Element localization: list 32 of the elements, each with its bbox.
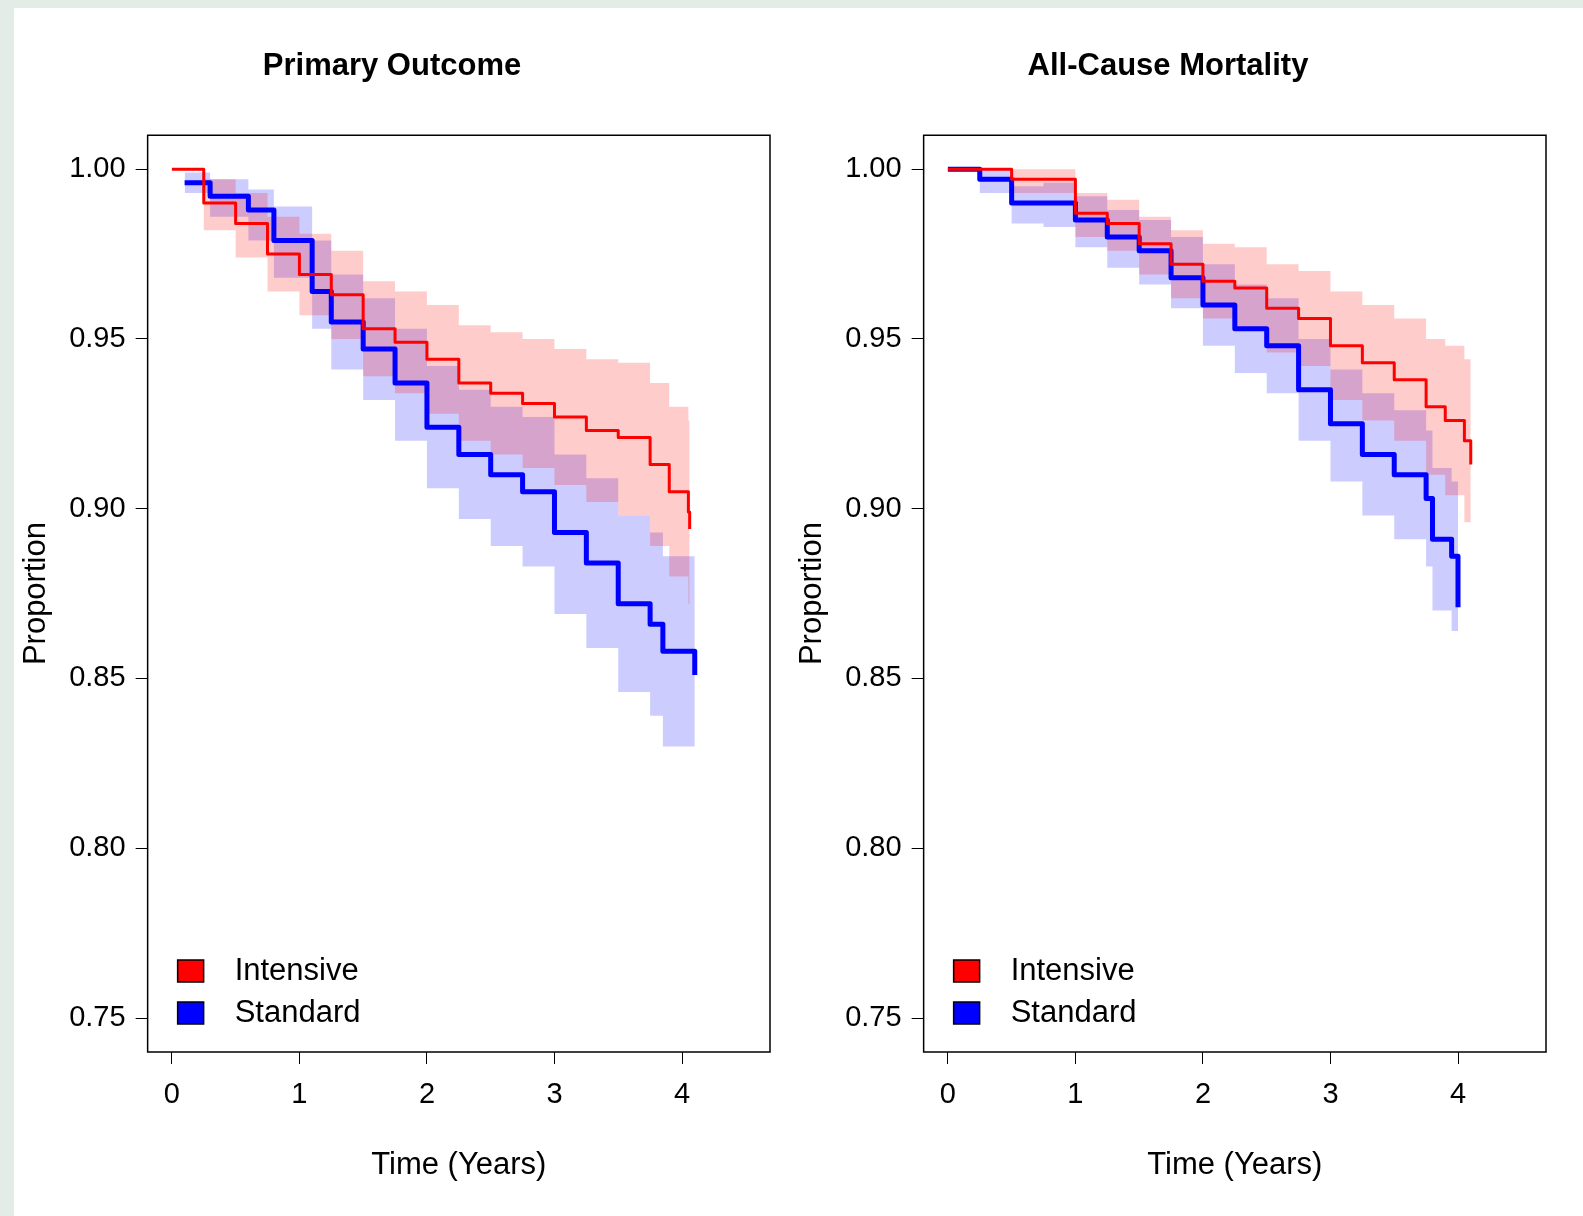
y-tick-label: 0.75 — [845, 1000, 902, 1033]
y-tick-label: 1.00 — [845, 151, 902, 184]
x-tick-label: 0 — [939, 1077, 956, 1110]
chart-title: All-Cause Mortality — [1027, 47, 1310, 83]
legend-label: Standard — [234, 993, 361, 1029]
x-axis-title: Time (Years) — [371, 1145, 547, 1181]
legend-label: Standard — [1010, 993, 1137, 1029]
chart-title: Primary Outcome — [262, 47, 522, 83]
y-tick-label: 0.95 — [69, 320, 126, 353]
y-tick-label: 0.85 — [69, 660, 126, 693]
y-tick-label: 0.75 — [69, 1000, 126, 1033]
x-tick-label: 2 — [1194, 1077, 1212, 1110]
y-tick-label: 0.85 — [845, 660, 902, 693]
y-tick-label: 0.90 — [845, 490, 902, 523]
y-axis-title: Proportion — [17, 522, 53, 666]
x-tick-label: 4 — [673, 1077, 691, 1110]
y-tick-label: 0.80 — [845, 830, 902, 863]
y-tick-label: 0.90 — [69, 490, 126, 523]
y-tick-label: 0.95 — [845, 320, 902, 353]
y-tick-label: 0.80 — [69, 830, 126, 863]
x-tick-label: 3 — [1322, 1077, 1339, 1110]
x-tick-label: 1 — [291, 1077, 308, 1110]
y-axis-title: Proportion — [793, 522, 829, 666]
x-tick-label: 0 — [163, 1077, 180, 1110]
legend-label: Intensive — [1010, 951, 1135, 987]
x-tick-label: 3 — [546, 1077, 563, 1110]
legend-label: Intensive — [234, 951, 359, 987]
x-axis-title: Time (Years) — [1147, 1145, 1323, 1181]
x-tick-label: 2 — [418, 1077, 436, 1110]
x-tick-label: 1 — [1067, 1077, 1084, 1110]
y-tick-label: 1.00 — [69, 151, 126, 184]
x-tick-label: 4 — [1449, 1077, 1467, 1110]
